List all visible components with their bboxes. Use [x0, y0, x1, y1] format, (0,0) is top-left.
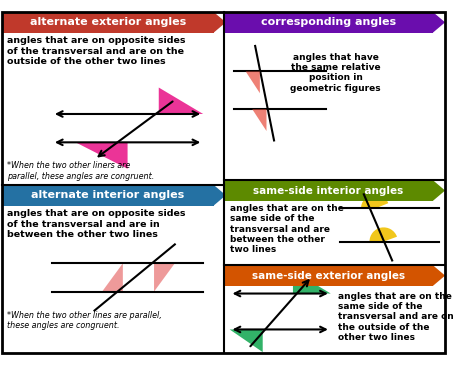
Bar	[224, 265, 433, 286]
Text: angles that are on opposite sides
of the transversal and are on the
outside of t: angles that are on opposite sides of the…	[7, 36, 185, 66]
Polygon shape	[154, 263, 175, 292]
Polygon shape	[433, 12, 445, 33]
Polygon shape	[214, 12, 226, 33]
Text: angles that are on the
same side of the
transversal and are
between the other
tw: angles that are on the same side of the …	[229, 204, 343, 254]
Text: alternate exterior angles: alternate exterior angles	[30, 17, 186, 27]
Polygon shape	[245, 72, 260, 93]
Text: *When the two other lines are parallel,
these angles are congruent.: *When the two other lines are parallel, …	[7, 311, 161, 330]
Polygon shape	[229, 330, 263, 352]
Wedge shape	[369, 227, 397, 242]
Polygon shape	[102, 263, 123, 292]
Polygon shape	[159, 88, 203, 114]
Text: alternate interior angles: alternate interior angles	[31, 190, 184, 200]
Text: same-side exterior angles: same-side exterior angles	[252, 270, 405, 281]
Bar	[224, 12, 433, 33]
Bar	[2, 185, 214, 205]
Polygon shape	[214, 185, 226, 205]
Polygon shape	[76, 142, 128, 169]
Polygon shape	[433, 265, 445, 286]
Wedge shape	[361, 194, 388, 208]
Bar	[2, 12, 214, 33]
Bar	[224, 180, 433, 201]
Text: angles that are on the
same side of the
transversal and are on
the outside of th: angles that are on the same side of the …	[338, 292, 454, 342]
Polygon shape	[293, 271, 331, 293]
Polygon shape	[252, 109, 266, 131]
Text: same-side interior angles: same-side interior angles	[253, 185, 403, 196]
Polygon shape	[433, 180, 445, 201]
Text: angles that are on opposite sides
of the transversal and are in
between the othe: angles that are on opposite sides of the…	[7, 210, 185, 239]
Text: corresponding angles: corresponding angles	[261, 17, 396, 27]
Text: *When the two other liners are
parallel, these angles are congruent.: *When the two other liners are parallel,…	[7, 161, 154, 181]
Text: angles that have
the same relative
position in
geometric figures: angles that have the same relative posit…	[290, 53, 381, 93]
